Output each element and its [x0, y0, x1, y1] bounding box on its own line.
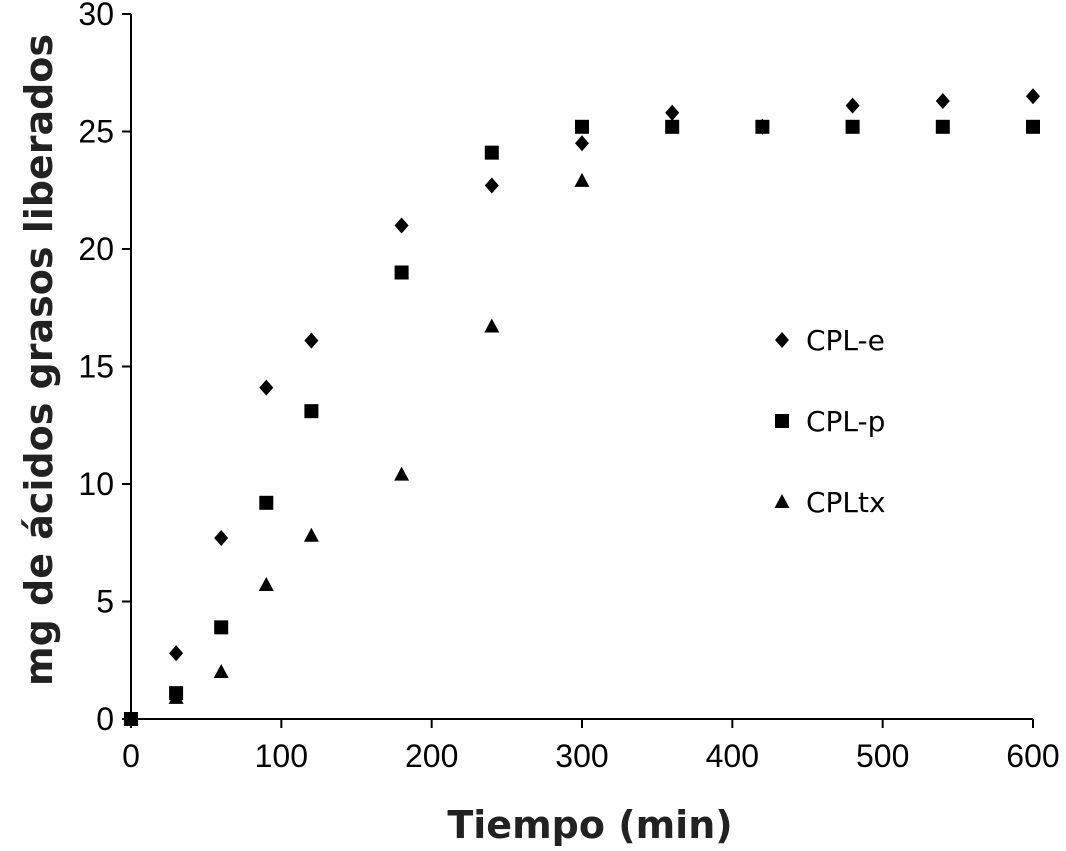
x-tick-label: 100	[255, 738, 308, 774]
legend-label-cpltx: CPLtx	[806, 486, 886, 519]
point-cpl-p	[845, 119, 860, 134]
point-cpltx	[574, 172, 590, 187]
point-cpl-e	[259, 379, 274, 396]
x-tick-label: 0	[122, 738, 140, 774]
legend: CPL-e CPL-p CPLtx	[774, 324, 886, 519]
axes	[130, 14, 1033, 720]
point-cpl-e	[484, 177, 499, 194]
legend-label-cpl-e: CPL-e	[806, 324, 885, 357]
point-cpl-e	[665, 104, 680, 121]
point-cpltx	[258, 577, 274, 592]
point-cpltx	[213, 664, 229, 678]
y-tick-label: 15	[78, 349, 114, 385]
y-axis-title: mg de ácidos grasos liberados	[17, 34, 61, 686]
x-tick-label: 400	[706, 738, 759, 774]
point-cpl-e	[845, 97, 860, 114]
y-tick-label: 0	[96, 701, 114, 737]
x-tick-label: 300	[555, 738, 608, 774]
y-tick-label: 20	[78, 231, 114, 267]
point-cpltx	[123, 711, 139, 725]
point-cpl-p	[214, 620, 229, 635]
point-cpl-e	[214, 530, 229, 547]
point-cpl-p	[394, 265, 409, 280]
point-cpl-e	[575, 135, 589, 152]
legend-label-cpl-p: CPL-p	[806, 405, 885, 438]
point-cpl-e	[304, 332, 319, 349]
point-cpl-e	[935, 92, 950, 109]
tick-group: 0 100 200 300 400 500 600 0 5 10 15 20 25 30	[78, 0, 1059, 774]
legend-marker-cpl-p	[775, 414, 789, 428]
point-cpl-p	[484, 145, 499, 160]
point-cpl-p	[259, 495, 274, 510]
data-point-group	[123, 88, 1040, 727]
y-tick-label: 5	[96, 584, 114, 620]
point-cpl-e	[169, 645, 184, 662]
x-tick-label: 500	[856, 738, 909, 774]
point-cpl-e	[394, 217, 409, 234]
legend-marker-cpl-e	[775, 332, 789, 348]
point-cpl-p	[755, 119, 770, 134]
point-cpl-p	[665, 119, 680, 134]
point-cpltx	[394, 466, 410, 481]
x-tick-label: 600	[1006, 738, 1059, 774]
legend-marker-cpltx	[774, 494, 790, 508]
x-tick-label: 200	[405, 738, 458, 774]
point-cpltx	[303, 527, 319, 542]
point-cpl-p	[1026, 119, 1040, 134]
x-axis-title: Tiempo (min)	[447, 803, 732, 847]
point-cpl-p	[575, 119, 589, 134]
point-cpltx	[484, 318, 500, 333]
y-tick-label: 25	[78, 114, 114, 150]
point-cpl-p	[304, 404, 319, 419]
y-tick-label: 30	[78, 0, 114, 32]
y-tick-label: 10	[78, 466, 114, 502]
point-cpltx	[168, 689, 184, 704]
point-cpl-p	[935, 119, 950, 134]
point-cpl-e	[1026, 88, 1040, 105]
